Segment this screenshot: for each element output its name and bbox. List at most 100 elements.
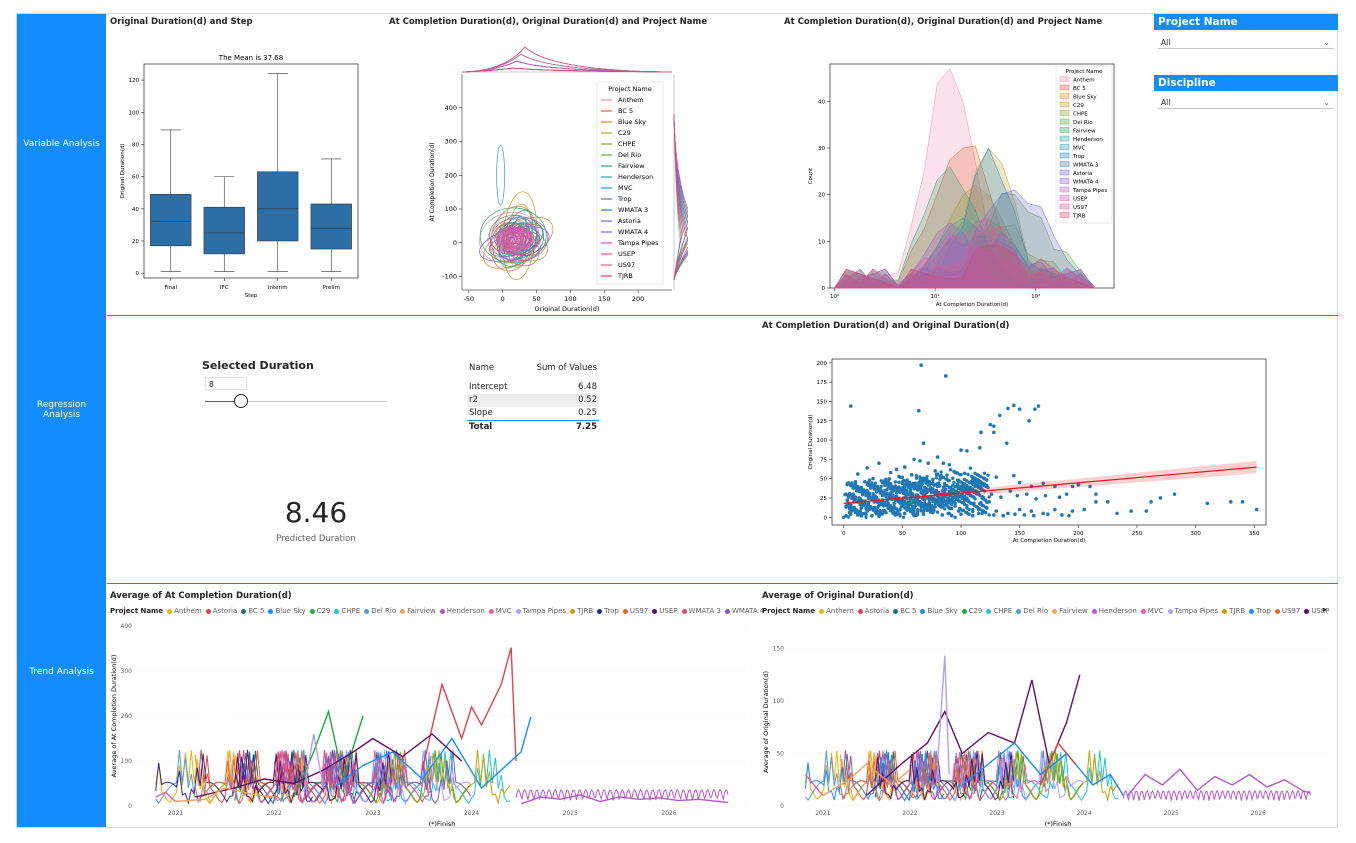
hist-legend-label: Blue Sky xyxy=(1073,95,1097,101)
legend-item[interactable]: USEP xyxy=(652,607,678,615)
legend-item[interactable]: Tampa Pipes xyxy=(1167,607,1218,615)
scatter-point xyxy=(940,513,945,517)
scatter-point xyxy=(1017,407,1022,411)
legend-item[interactable]: Anthem xyxy=(819,607,854,615)
chevron-down-icon[interactable]: ⌄ xyxy=(1323,38,1330,47)
legend-item[interactable]: USEP xyxy=(1304,607,1330,615)
column-header-name[interactable]: Name xyxy=(469,363,495,373)
legend-item[interactable]: WMATA 4 xyxy=(724,607,764,615)
table-row: Slope 0.25 xyxy=(467,407,599,420)
scatter-point xyxy=(956,509,961,513)
column-header-value[interactable]: Sum of Values xyxy=(536,363,597,373)
predicted-duration-label: Predicted Duration xyxy=(276,534,356,544)
trend-ytick-label: 0 xyxy=(128,803,132,810)
legend-item[interactable]: C29 xyxy=(309,607,330,615)
scatter-point xyxy=(925,508,929,513)
hist-area xyxy=(834,231,1095,289)
trend-xtick-label: 2024 xyxy=(464,810,479,817)
scatter-point xyxy=(848,512,853,516)
scatter-point xyxy=(1022,513,1027,517)
scatter-point xyxy=(921,509,926,513)
chevron-down-icon[interactable]: ⌄ xyxy=(1323,98,1330,107)
kde-xtick-label: 200 xyxy=(632,295,644,303)
rail-label-regression-analysis[interactable]: Regression Analysis xyxy=(36,400,87,420)
scatter-point xyxy=(911,500,915,505)
kde-ytick-label: -100 xyxy=(442,273,457,281)
legend-item[interactable]: Anthem xyxy=(167,607,202,615)
scatter-point xyxy=(947,485,951,490)
legend-marker xyxy=(167,608,173,614)
project-slicer-dropdown[interactable]: All ⌄ xyxy=(1158,36,1334,49)
hist-xtick-label: 10² xyxy=(1031,293,1040,300)
duration-slider-track[interactable] xyxy=(205,401,386,402)
trend-series-line xyxy=(175,787,275,803)
legend-item[interactable]: MVC xyxy=(488,607,512,615)
legend-item[interactable]: Henderson xyxy=(1091,607,1137,615)
legend-item[interactable]: US97 xyxy=(622,607,648,615)
rail-label-trend-analysis[interactable]: Trend Analysis xyxy=(29,667,94,677)
selected-duration-input[interactable]: 8 xyxy=(205,377,247,390)
legend-item[interactable]: Del Rio xyxy=(364,607,396,615)
legend-item[interactable]: Del Rio xyxy=(1016,607,1048,615)
legend-item[interactable]: TJRB xyxy=(1222,607,1245,615)
legend-item[interactable]: WMATA 3 xyxy=(681,607,721,615)
scatter-ytick-label: 175 xyxy=(817,380,828,386)
scatter-point xyxy=(853,510,858,515)
legend-item[interactable]: Trop xyxy=(597,607,619,615)
discipline-slicer-dropdown[interactable]: All ⌄ xyxy=(1158,96,1334,109)
scatter-point xyxy=(898,507,902,512)
legend-item[interactable]: Astoria xyxy=(205,607,237,615)
legend-item[interactable]: CHPE xyxy=(986,607,1012,615)
kde-legend-label: WMATA 3 xyxy=(618,206,648,214)
kde-legend-label: C29 xyxy=(618,129,631,137)
legend-item[interactable]: BC 5 xyxy=(241,607,264,615)
legend-item-label: TJRB xyxy=(1229,607,1246,615)
project-slicer-value: All xyxy=(1161,38,1171,47)
kde-xtick-label: 50 xyxy=(532,295,540,303)
hist-legend-swatch xyxy=(1059,93,1070,99)
trend-xtick-label: 2025 xyxy=(1164,810,1179,817)
rail-label-variable-analysis[interactable]: Variable Analysis xyxy=(23,139,100,149)
legend-item[interactable]: MVC xyxy=(1140,607,1164,615)
kde-right-marginal-curve xyxy=(673,113,688,281)
legend-item[interactable]: Trop xyxy=(1249,607,1271,615)
legend-next-arrow-icon[interactable]: ▸ xyxy=(1323,605,1328,614)
scatter-point xyxy=(987,500,991,504)
kde-contour xyxy=(495,222,548,262)
scatter-point xyxy=(906,481,910,485)
legend-item[interactable]: CHPE xyxy=(334,607,360,615)
scatter-point xyxy=(917,503,921,507)
legend-item[interactable]: Tampa Pipes xyxy=(515,607,566,615)
legend-item[interactable]: Fairview xyxy=(1052,607,1088,615)
total-value: 7.25 xyxy=(576,422,597,432)
scatter-point xyxy=(1088,484,1092,489)
legend-item[interactable]: US97 xyxy=(1274,607,1300,615)
legend-item[interactable]: C29 xyxy=(961,607,982,615)
legend-item[interactable]: Blue Sky xyxy=(920,607,958,615)
legend-item-label: MVC xyxy=(1147,607,1164,615)
scatter-point xyxy=(870,513,874,518)
trend-series-line xyxy=(935,655,950,786)
scatter-point xyxy=(867,478,872,482)
trend-ytick-label: 150 xyxy=(773,646,785,653)
box-ytick-label: 60 xyxy=(132,175,139,181)
legend-item[interactable]: Fairview xyxy=(400,607,436,615)
total-name: Total xyxy=(469,422,493,432)
scatter-point xyxy=(953,470,957,475)
scatter-point xyxy=(1043,493,1048,498)
legend-item[interactable]: Henderson xyxy=(439,607,485,615)
legend-item[interactable]: Astoria xyxy=(857,607,889,615)
legend-item-label: CHPE xyxy=(993,607,1013,615)
scatter-point xyxy=(917,408,921,413)
kde-legend-label: Trop xyxy=(617,195,632,203)
duration-slider-handle[interactable] xyxy=(234,394,248,408)
legend-item[interactable]: BC 5 xyxy=(893,607,916,615)
scatter-point xyxy=(1158,496,1163,500)
scatter-point xyxy=(987,495,991,499)
legend-item[interactable]: Blue Sky xyxy=(268,607,306,615)
kde-ytick-label: 100 xyxy=(445,205,457,213)
legend-item[interactable]: TJRB xyxy=(570,607,593,615)
scatter-point xyxy=(850,496,854,501)
duration-slider-fill xyxy=(205,401,242,402)
scatter-point xyxy=(882,480,887,485)
